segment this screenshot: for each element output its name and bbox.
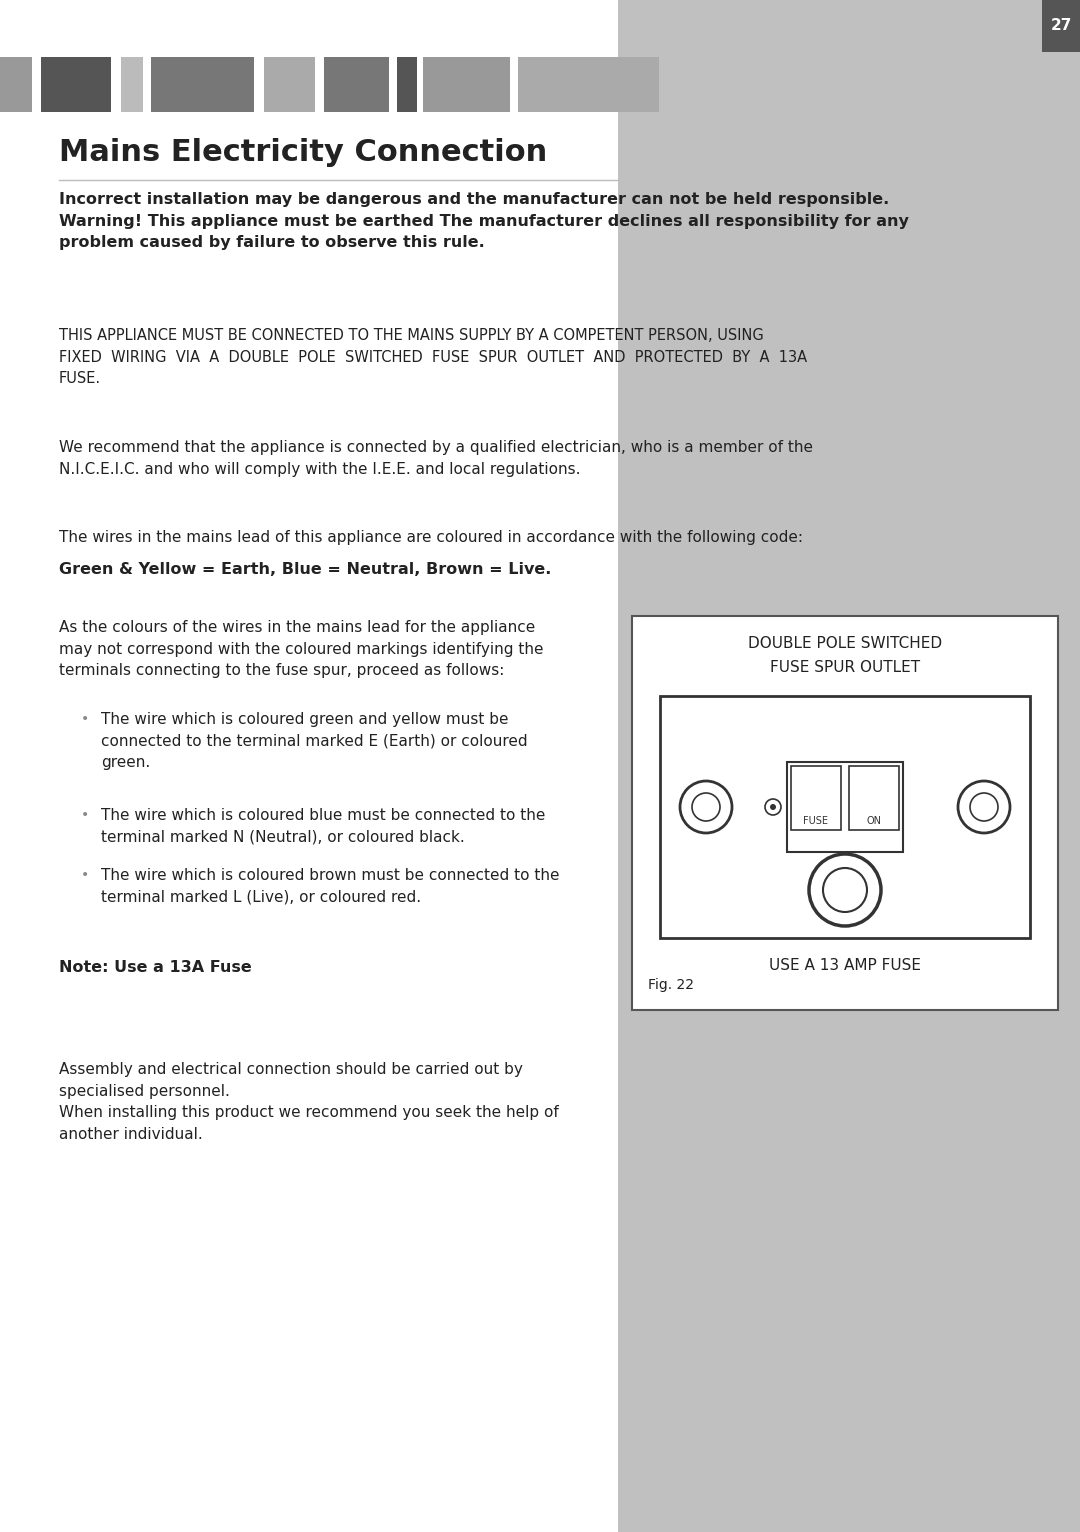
- Text: •: •: [81, 869, 90, 882]
- FancyBboxPatch shape: [0, 57, 32, 112]
- FancyBboxPatch shape: [660, 696, 1030, 938]
- FancyBboxPatch shape: [324, 57, 389, 112]
- FancyBboxPatch shape: [618, 0, 1080, 1532]
- Text: The wire which is coloured brown must be connected to the
terminal marked L (Liv: The wire which is coloured brown must be…: [102, 869, 559, 904]
- Text: 27: 27: [1051, 18, 1071, 34]
- Circle shape: [770, 804, 777, 810]
- Text: The wire which is coloured green and yellow must be
connected to the terminal ma: The wire which is coloured green and yel…: [102, 712, 528, 771]
- FancyBboxPatch shape: [397, 57, 417, 112]
- Text: ON: ON: [866, 817, 881, 826]
- FancyBboxPatch shape: [791, 766, 841, 830]
- FancyBboxPatch shape: [518, 57, 659, 112]
- Text: Note: Use a 13A Fuse: Note: Use a 13A Fuse: [59, 961, 252, 974]
- Text: Incorrect installation may be dangerous and the manufacturer can not be held res: Incorrect installation may be dangerous …: [59, 192, 909, 250]
- FancyBboxPatch shape: [1042, 0, 1080, 52]
- Text: The wire which is coloured blue must be connected to the
terminal marked N (Neut: The wire which is coloured blue must be …: [102, 807, 545, 844]
- FancyBboxPatch shape: [41, 57, 111, 112]
- FancyBboxPatch shape: [151, 57, 254, 112]
- Text: FUSE: FUSE: [804, 817, 828, 826]
- FancyBboxPatch shape: [121, 57, 143, 112]
- Text: Mains Electricity Connection: Mains Electricity Connection: [59, 138, 548, 167]
- Text: THIS APPLIANCE MUST BE CONNECTED TO THE MAINS SUPPLY BY A COMPETENT PERSON, USIN: THIS APPLIANCE MUST BE CONNECTED TO THE …: [59, 328, 807, 386]
- Text: Green & Yellow = Earth, Blue = Neutral, Brown = Live.: Green & Yellow = Earth, Blue = Neutral, …: [59, 562, 552, 578]
- Text: We recommend that the appliance is connected by a qualified electrician, who is : We recommend that the appliance is conne…: [59, 440, 813, 476]
- Text: •: •: [81, 807, 90, 823]
- FancyBboxPatch shape: [264, 57, 315, 112]
- Text: Assembly and electrical connection should be carried out by
specialised personne: Assembly and electrical connection shoul…: [59, 1062, 558, 1141]
- Text: As the colours of the wires in the mains lead for the appliance
may not correspo: As the colours of the wires in the mains…: [59, 620, 543, 679]
- Text: •: •: [81, 712, 90, 726]
- Text: Fig. 22: Fig. 22: [648, 977, 694, 993]
- FancyBboxPatch shape: [787, 761, 903, 852]
- FancyBboxPatch shape: [632, 616, 1058, 1010]
- FancyBboxPatch shape: [423, 57, 510, 112]
- Text: USE A 13 AMP FUSE: USE A 13 AMP FUSE: [769, 958, 921, 973]
- Text: FUSE SPUR OUTLET: FUSE SPUR OUTLET: [770, 660, 920, 676]
- Text: DOUBLE POLE SWITCHED: DOUBLE POLE SWITCHED: [748, 636, 942, 651]
- FancyBboxPatch shape: [849, 766, 899, 830]
- Text: The wires in the mains lead of this appliance are coloured in accordance with th: The wires in the mains lead of this appl…: [59, 530, 804, 545]
